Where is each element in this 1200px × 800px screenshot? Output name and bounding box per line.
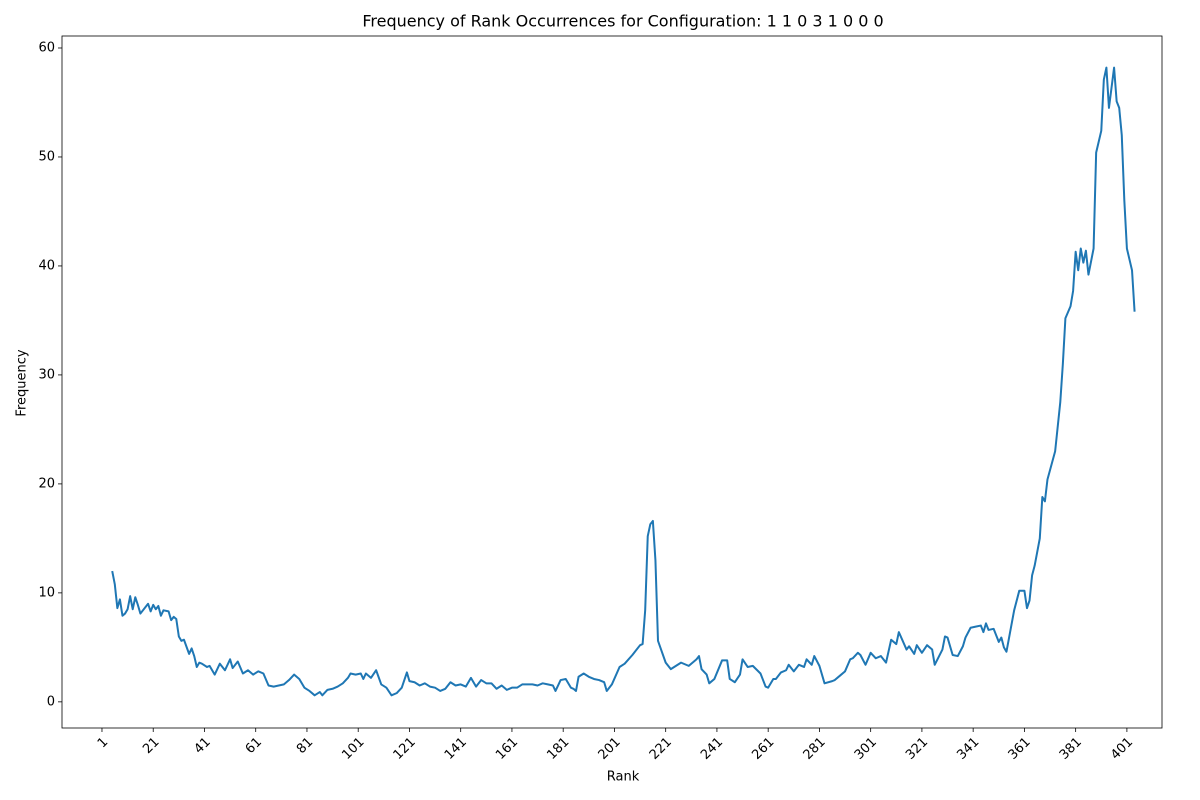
x-tick-label: 341 — [954, 735, 982, 763]
y-tick-label: 20 — [38, 476, 55, 491]
x-tick-label: 61 — [243, 735, 265, 757]
data-line — [111, 66, 1136, 697]
x-tick-label: 181 — [544, 735, 572, 763]
chart-title: Frequency of Rank Occurrences for Config… — [362, 12, 883, 31]
x-tick-label: 121 — [391, 735, 419, 763]
x-tick-label: 281 — [801, 735, 829, 763]
x-tick-label: 221 — [647, 735, 675, 763]
y-axis-label: Frequency — [15, 349, 30, 416]
x-tick-label: 321 — [903, 735, 931, 763]
x-axis-label: Rank — [607, 770, 640, 785]
x-tick-label: 201 — [596, 735, 624, 763]
y-tick-label: 0 — [47, 694, 55, 709]
y-tick-label: 40 — [38, 258, 55, 273]
x-tick-label: 241 — [698, 735, 726, 763]
x-tick-label: 141 — [442, 735, 470, 763]
x-tick-label: 401 — [1108, 735, 1136, 763]
x-tick-label: 261 — [749, 735, 777, 763]
x-tick-label: 41 — [191, 735, 213, 757]
x-tick-label: 381 — [1057, 735, 1085, 763]
y-tick-label: 10 — [38, 585, 55, 600]
x-tick-label: 1 — [95, 735, 111, 751]
y-tick-label: 50 — [38, 149, 55, 164]
x-tick-label: 81 — [294, 735, 316, 757]
plot-frame — [61, 35, 1163, 729]
y-tick-label: 30 — [38, 367, 55, 382]
x-tick-label: 161 — [493, 735, 521, 763]
x-tick-label: 101 — [339, 735, 367, 763]
x-tick-label: 361 — [1006, 735, 1034, 763]
y-tick-label: 60 — [38, 40, 55, 55]
x-tick-label: 21 — [140, 735, 162, 757]
x-tick-label: 301 — [852, 735, 880, 763]
